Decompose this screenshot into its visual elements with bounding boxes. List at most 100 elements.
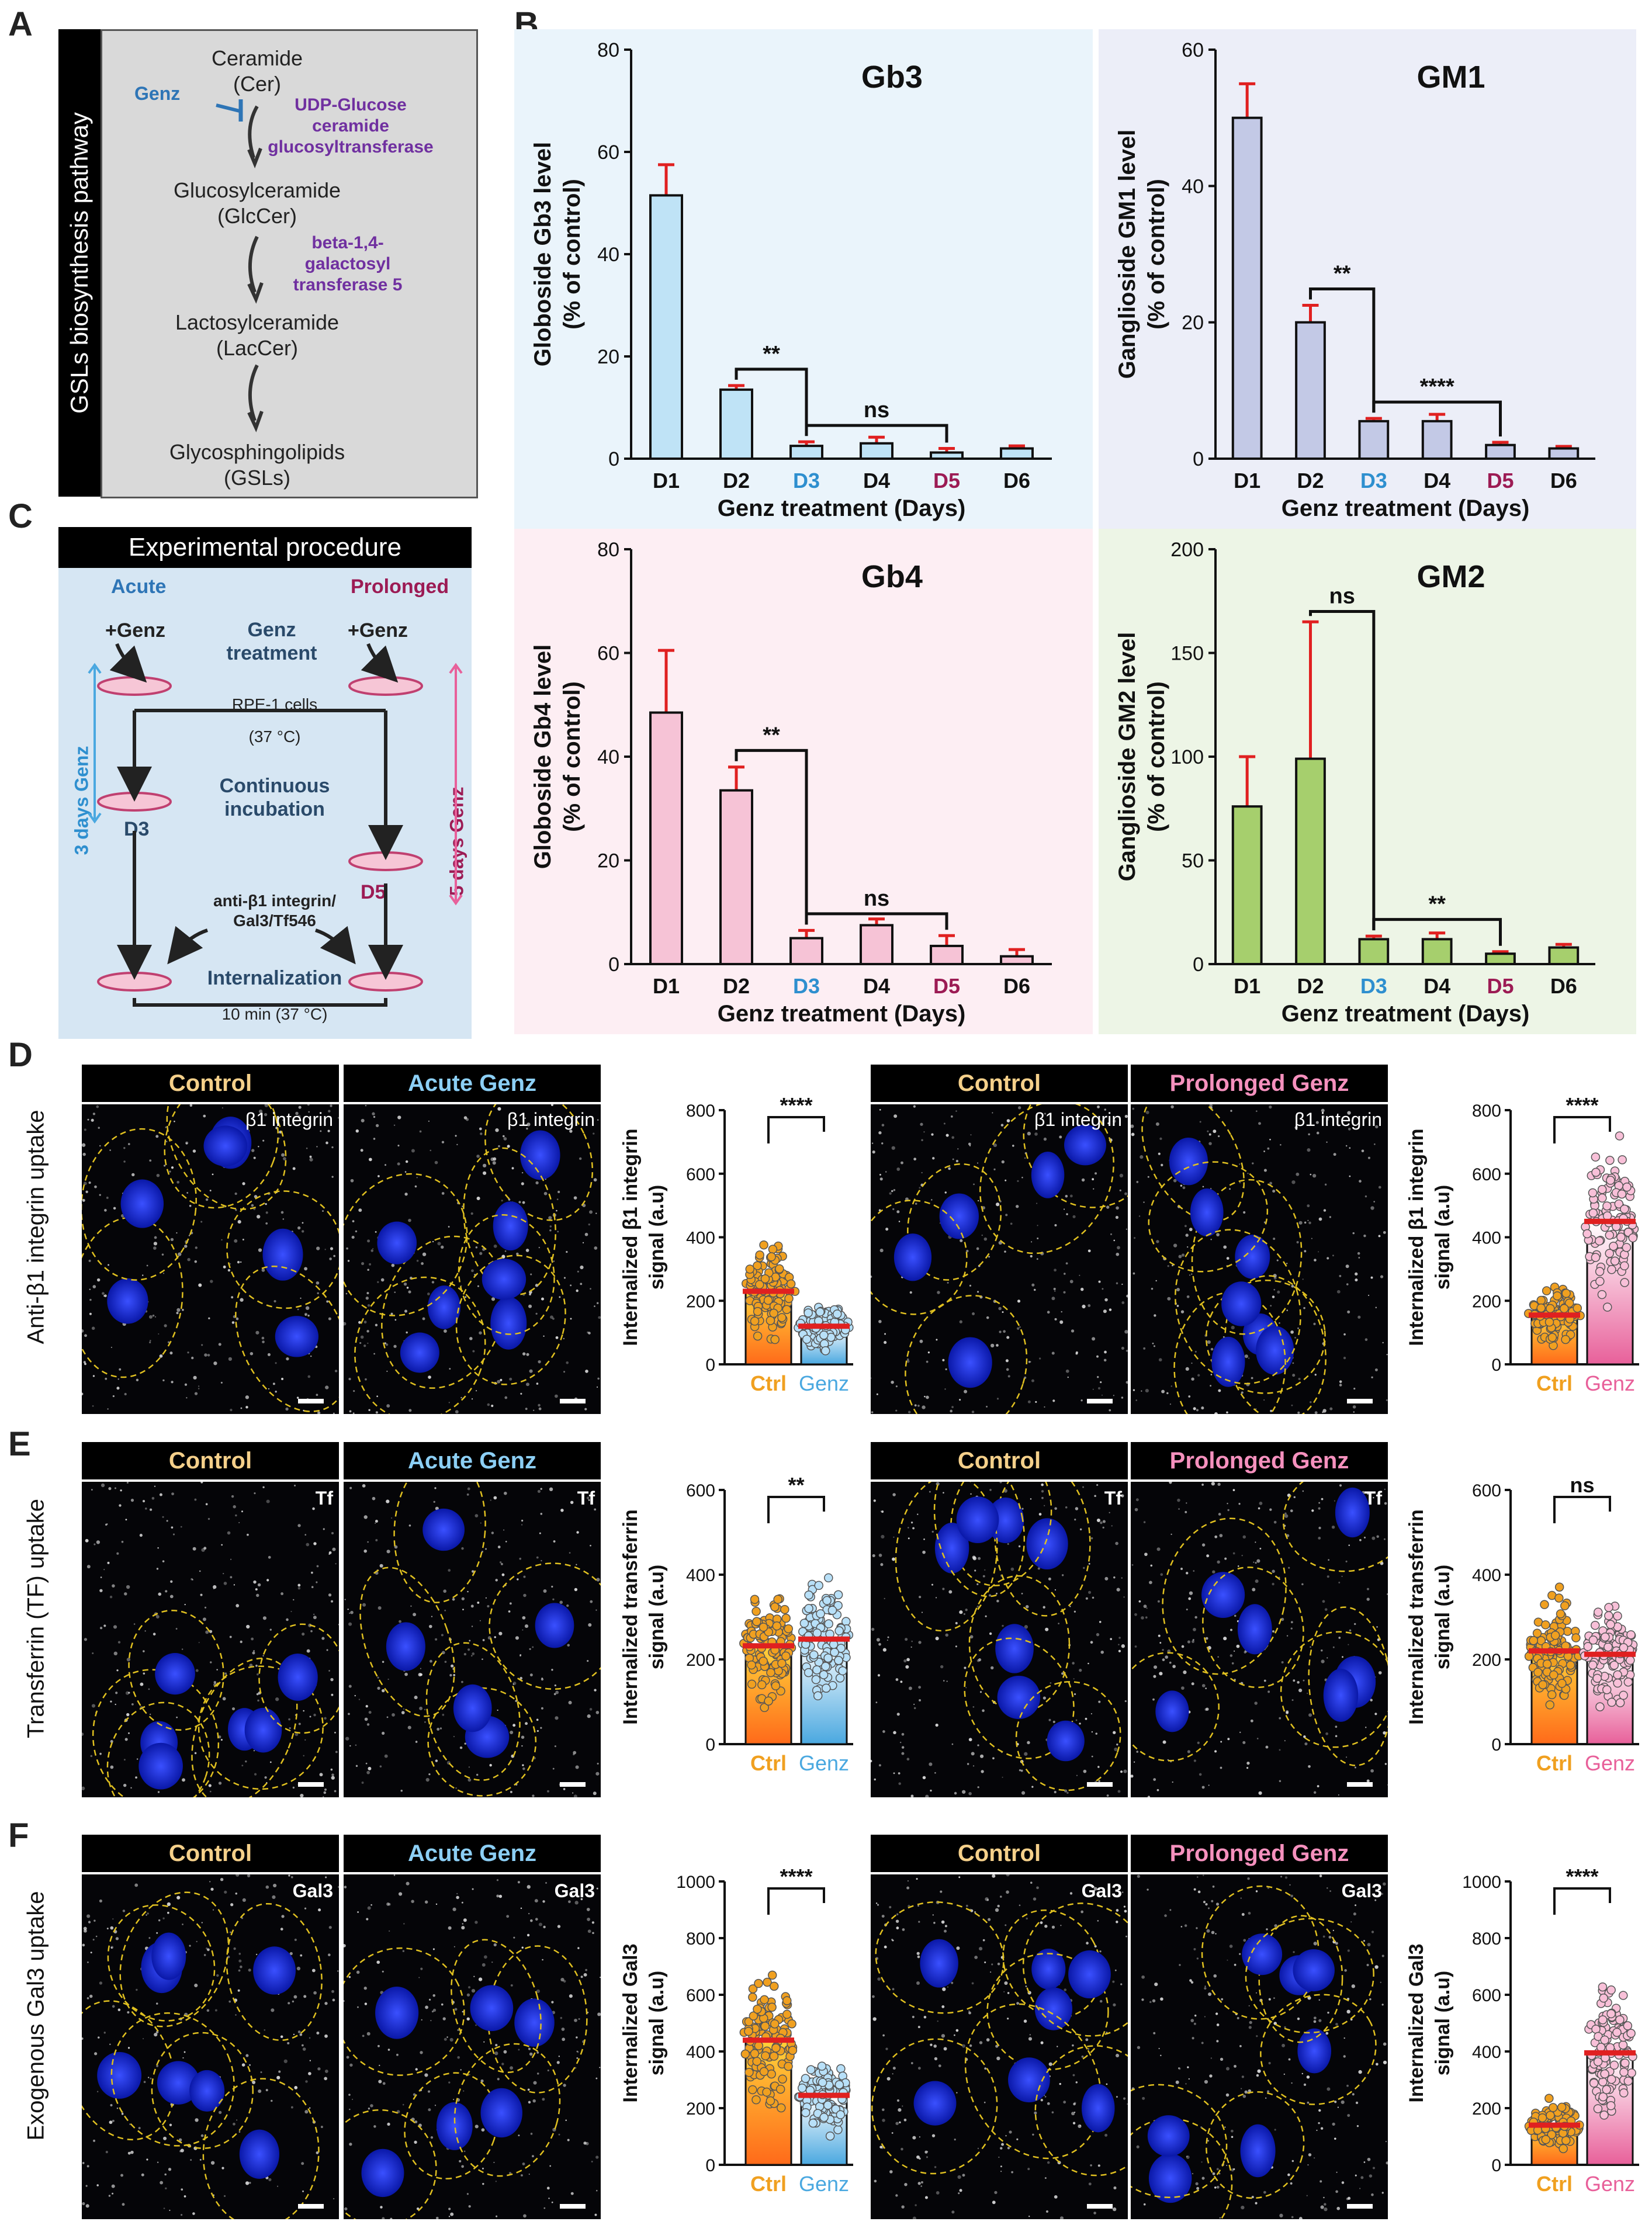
punctum bbox=[520, 1676, 523, 1680]
punctum bbox=[1364, 1195, 1367, 1198]
punctum bbox=[1338, 1637, 1341, 1639]
punctum bbox=[213, 1680, 217, 1684]
punctum bbox=[1071, 2112, 1075, 2116]
x-tick-label: Genz bbox=[1585, 1371, 1635, 1395]
punctum bbox=[536, 1382, 539, 1385]
punctum bbox=[957, 2175, 961, 2179]
punctum bbox=[1387, 1593, 1388, 1595]
punctum bbox=[154, 1236, 157, 1239]
punctum bbox=[570, 1284, 572, 1287]
punctum bbox=[1074, 1519, 1076, 1521]
punctum bbox=[1187, 1246, 1189, 1248]
punctum bbox=[1221, 1998, 1224, 2001]
punctum bbox=[1327, 2087, 1331, 2091]
punctum bbox=[889, 2170, 893, 2174]
punctum bbox=[1304, 1742, 1308, 1746]
punctum bbox=[431, 1281, 435, 1284]
punctum bbox=[459, 1746, 463, 1749]
punctum bbox=[1082, 1304, 1086, 1309]
punctum bbox=[1030, 1254, 1033, 1258]
punctum bbox=[408, 1218, 411, 1222]
punctum bbox=[1005, 1359, 1009, 1363]
nucleus bbox=[1081, 2084, 1115, 2133]
punctum bbox=[1331, 1525, 1335, 1529]
punctum bbox=[1352, 2093, 1355, 2096]
punctum bbox=[463, 2150, 466, 2153]
punctum bbox=[319, 1773, 323, 1777]
x-tick-label: D5 bbox=[1487, 469, 1514, 493]
punctum bbox=[1266, 2090, 1270, 2093]
punctum bbox=[158, 1592, 162, 1596]
punctum bbox=[92, 1405, 94, 1407]
punctum bbox=[345, 1292, 348, 1295]
punctum bbox=[936, 2191, 940, 2195]
punctum bbox=[1095, 1732, 1097, 1735]
punctum bbox=[441, 2003, 444, 2006]
punctum bbox=[1027, 1131, 1031, 1136]
punctum bbox=[156, 2002, 158, 2005]
y-tick-label: 40 bbox=[597, 244, 619, 266]
punctum bbox=[127, 2011, 130, 2014]
punctum bbox=[930, 2043, 933, 2046]
punctum bbox=[1023, 2019, 1027, 2023]
punctum bbox=[1113, 1731, 1116, 1734]
punctum bbox=[245, 2054, 249, 2057]
punctum bbox=[1366, 1597, 1370, 1601]
pathway-side-title: GSLs biosynthesis pathway bbox=[65, 112, 93, 414]
punctum bbox=[970, 1493, 972, 1495]
nucleus bbox=[1190, 1188, 1224, 1237]
punctum bbox=[255, 1588, 258, 1591]
y-axis-title-unit: signal (a.u) bbox=[646, 1971, 668, 2075]
punctum bbox=[1100, 1650, 1104, 1654]
punctum bbox=[1189, 1979, 1192, 1982]
punctum bbox=[596, 1578, 600, 1582]
punctum bbox=[503, 1529, 505, 1531]
punctum bbox=[1226, 1257, 1230, 1260]
punctum bbox=[99, 1899, 103, 1902]
punctum bbox=[1152, 1999, 1156, 2003]
punctum bbox=[1063, 2101, 1066, 2104]
y-tick-label: 80 bbox=[597, 39, 619, 61]
punctum bbox=[582, 1242, 584, 1243]
punctum bbox=[1181, 1645, 1185, 1648]
punctum bbox=[324, 2002, 328, 2005]
punctum bbox=[1273, 1997, 1275, 1999]
punctum bbox=[1072, 2074, 1075, 2077]
punctum bbox=[1279, 1780, 1282, 1783]
punctum bbox=[1369, 2174, 1373, 2178]
punctum bbox=[114, 1487, 116, 1489]
punctum bbox=[281, 1377, 284, 1380]
punctum bbox=[529, 2052, 533, 2056]
punctum bbox=[419, 1130, 422, 1133]
punctum bbox=[1201, 1406, 1204, 1410]
punctum bbox=[99, 1981, 103, 1985]
punctum bbox=[382, 1731, 385, 1735]
punctum bbox=[536, 2072, 539, 2075]
punctum bbox=[1274, 2129, 1276, 2131]
punctum bbox=[989, 1632, 992, 1635]
punctum bbox=[543, 1117, 546, 1120]
punctum bbox=[294, 1484, 296, 1486]
significance-label: ns bbox=[1329, 584, 1355, 609]
punctum bbox=[237, 1220, 241, 1224]
y-tick-label: 40 bbox=[597, 746, 619, 768]
nucleus bbox=[480, 2088, 522, 2138]
punctum bbox=[884, 1597, 885, 1599]
punctum bbox=[1167, 1649, 1171, 1653]
punctum bbox=[584, 1232, 588, 1236]
pathway-genz-inhibitor: Genz bbox=[134, 83, 181, 104]
punctum bbox=[1193, 1628, 1196, 1631]
punctum bbox=[204, 1353, 207, 1357]
punctum bbox=[1263, 1169, 1267, 1172]
x-tick-label: Ctrl bbox=[1536, 1751, 1573, 1775]
punctum bbox=[110, 1765, 114, 1769]
punctum bbox=[1224, 1557, 1227, 1560]
pathway-side-bar: GSLs biosynthesis pathway bbox=[58, 29, 101, 497]
punctum bbox=[240, 1261, 242, 1263]
y-tick-label: 400 bbox=[1472, 2043, 1501, 2062]
punctum bbox=[1383, 1231, 1386, 1234]
punctum bbox=[992, 1757, 995, 1760]
punctum bbox=[1241, 1913, 1245, 1916]
punctum bbox=[1169, 1661, 1172, 1664]
punctum bbox=[350, 1610, 354, 1614]
